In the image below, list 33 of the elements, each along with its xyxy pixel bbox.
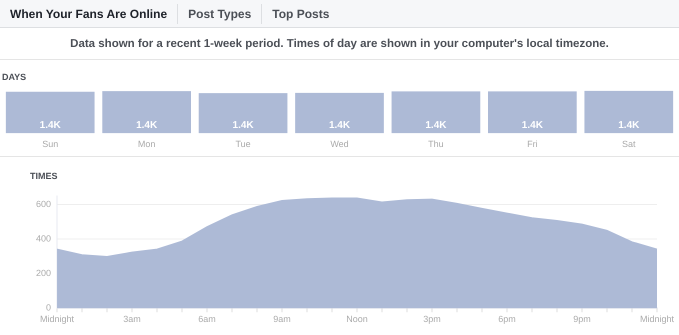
data-label: 1.4K xyxy=(232,120,254,131)
x-tick-label: 3pm xyxy=(423,314,441,324)
x-tick-label: 3am xyxy=(123,314,141,324)
text: Data shown for a recent 1-week period. Times of day are shown in your computer's local timezone. xyxy=(0,28,679,60)
data-label: 1.4K xyxy=(136,120,158,131)
y-tick-label: 400 xyxy=(36,234,52,244)
x-tick-label: Fri xyxy=(527,139,538,150)
data-label: 1.4K xyxy=(425,120,448,131)
chart-title: TIMES xyxy=(30,170,58,181)
x-tick-label: 6am xyxy=(198,314,216,324)
x-tick-label: 6pm xyxy=(498,314,516,324)
y-tick-label: 600 xyxy=(36,198,52,209)
x-tick-label: Tue xyxy=(235,139,251,150)
y-tick-label: 0 xyxy=(46,302,52,313)
data-label: 1.4K xyxy=(522,120,544,131)
x-tick-label: Sun xyxy=(42,139,58,150)
data-label: 1.4K xyxy=(618,120,640,131)
x-tick-label: Sat xyxy=(622,139,636,150)
x-tick-label: Noon xyxy=(346,314,368,324)
x-tick-label: Wed xyxy=(330,139,349,150)
x-tick-label: Mon xyxy=(138,139,156,150)
data-label: 1.4K xyxy=(328,120,351,131)
x-tick-label: Midnight xyxy=(640,314,674,324)
chart-title: DAYS xyxy=(2,72,26,82)
x-tick-label: 9pm xyxy=(573,314,591,324)
x-tick-label: 9am xyxy=(273,314,291,324)
text: Top Posts xyxy=(261,4,340,24)
text: When Your Fans Are Online xyxy=(9,6,168,22)
y-tick-label: 200 xyxy=(36,268,52,278)
x-tick-label: Thu xyxy=(428,139,444,150)
data-label: 1.4K xyxy=(40,120,62,131)
text: Post Types xyxy=(177,4,262,24)
x-tick-label: Midnight xyxy=(40,314,75,324)
